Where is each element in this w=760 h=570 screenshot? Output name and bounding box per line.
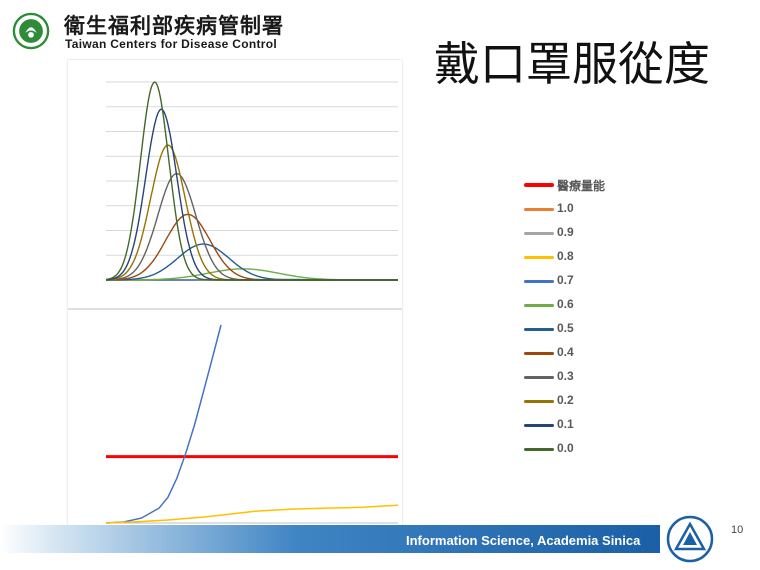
org-name-cn: 衛生福利部疾病管制署 bbox=[64, 14, 284, 38]
footer-text: Information Science, Academia Sinica bbox=[406, 533, 641, 548]
legend-label: 醫療量能 bbox=[557, 179, 606, 193]
legend-swatch bbox=[524, 376, 554, 379]
top-chart-lines bbox=[105, 81, 398, 281]
legend-swatch bbox=[524, 448, 554, 451]
legend-label: 0.7 bbox=[557, 273, 574, 287]
legend-swatch bbox=[524, 328, 554, 331]
cdc-logo: 衛生福利部疾病管制署 Taiwan Centers for Disease Co… bbox=[8, 8, 283, 52]
legend-swatch bbox=[524, 400, 554, 403]
slide-title: 戴口罩服從度 bbox=[434, 37, 710, 91]
legend-swatch bbox=[524, 232, 554, 235]
legend-swatch bbox=[524, 256, 554, 259]
legend-label: 0.1 bbox=[557, 417, 574, 431]
legend-label: 0.8 bbox=[557, 249, 574, 263]
legend-label: 0.6 bbox=[557, 297, 574, 311]
legend-swatch bbox=[524, 424, 554, 427]
org-name-en: Taiwan Centers for Disease Control bbox=[65, 37, 278, 51]
legend-swatch bbox=[524, 280, 554, 283]
series-line-07 bbox=[105, 324, 222, 524]
top-chart-area bbox=[68, 60, 402, 308]
legend-swatch bbox=[524, 183, 554, 187]
footer-bar bbox=[0, 525, 660, 553]
legend-label: 1.0 bbox=[557, 201, 574, 215]
series-line-08 bbox=[105, 504, 399, 524]
bottom-chart-lines bbox=[105, 324, 399, 524]
institute-logo-icon bbox=[666, 515, 714, 563]
chart-svg bbox=[68, 60, 402, 548]
legend-swatch bbox=[524, 352, 554, 355]
legend-label: 0.2 bbox=[557, 393, 574, 407]
legend-label: 0.9 bbox=[557, 225, 574, 239]
legend-label: 0.3 bbox=[557, 369, 574, 383]
legend-label: 0.5 bbox=[557, 321, 574, 335]
legend-label: 0.0 bbox=[557, 441, 574, 455]
legend-label: 0.4 bbox=[557, 345, 574, 359]
legend-swatch bbox=[524, 304, 554, 307]
chart-panel bbox=[68, 60, 402, 548]
series-line-00 bbox=[105, 81, 398, 281]
cdc-emblem-icon bbox=[12, 12, 50, 50]
bottom-chart-area bbox=[68, 310, 402, 548]
legend-swatch bbox=[524, 208, 554, 211]
page-number: 10 bbox=[731, 524, 744, 536]
